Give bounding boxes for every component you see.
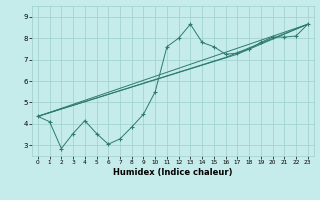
X-axis label: Humidex (Indice chaleur): Humidex (Indice chaleur) <box>113 168 233 177</box>
